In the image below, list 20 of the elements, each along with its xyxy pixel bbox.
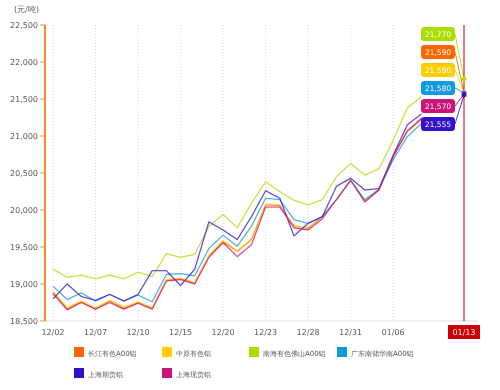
x-tick-label: 12/31 [339,328,362,337]
x-tick-label: 12/20 [212,328,235,337]
y-tick-label: 18,500 [10,317,38,326]
x-tick-label: 12/15 [169,328,192,337]
y-axis-title: (元/吨) [14,5,39,14]
x-tick-label: 12/10 [126,328,150,337]
x-tick-label: 12/02 [41,328,65,337]
y-tick-label: 22,500 [10,21,38,30]
y-tick-label: 20,500 [10,169,38,178]
x-tick-label: 01/13 [452,328,476,337]
x-tick-label: 01/06 [382,328,405,337]
x-tick-label: 12/07 [84,328,108,337]
y-tick-label: 20,000 [10,206,38,215]
y-tick-label: 21,500 [10,95,38,104]
x-tick-label: 12/23 [254,328,278,337]
y-tick-label: 22,000 [10,58,38,67]
y-tick-label: 21,000 [10,132,38,141]
x-tick-label: 12/28 [296,328,320,337]
y-tick-label: 19,000 [10,280,38,289]
y-tick-label: 19,500 [10,243,38,252]
